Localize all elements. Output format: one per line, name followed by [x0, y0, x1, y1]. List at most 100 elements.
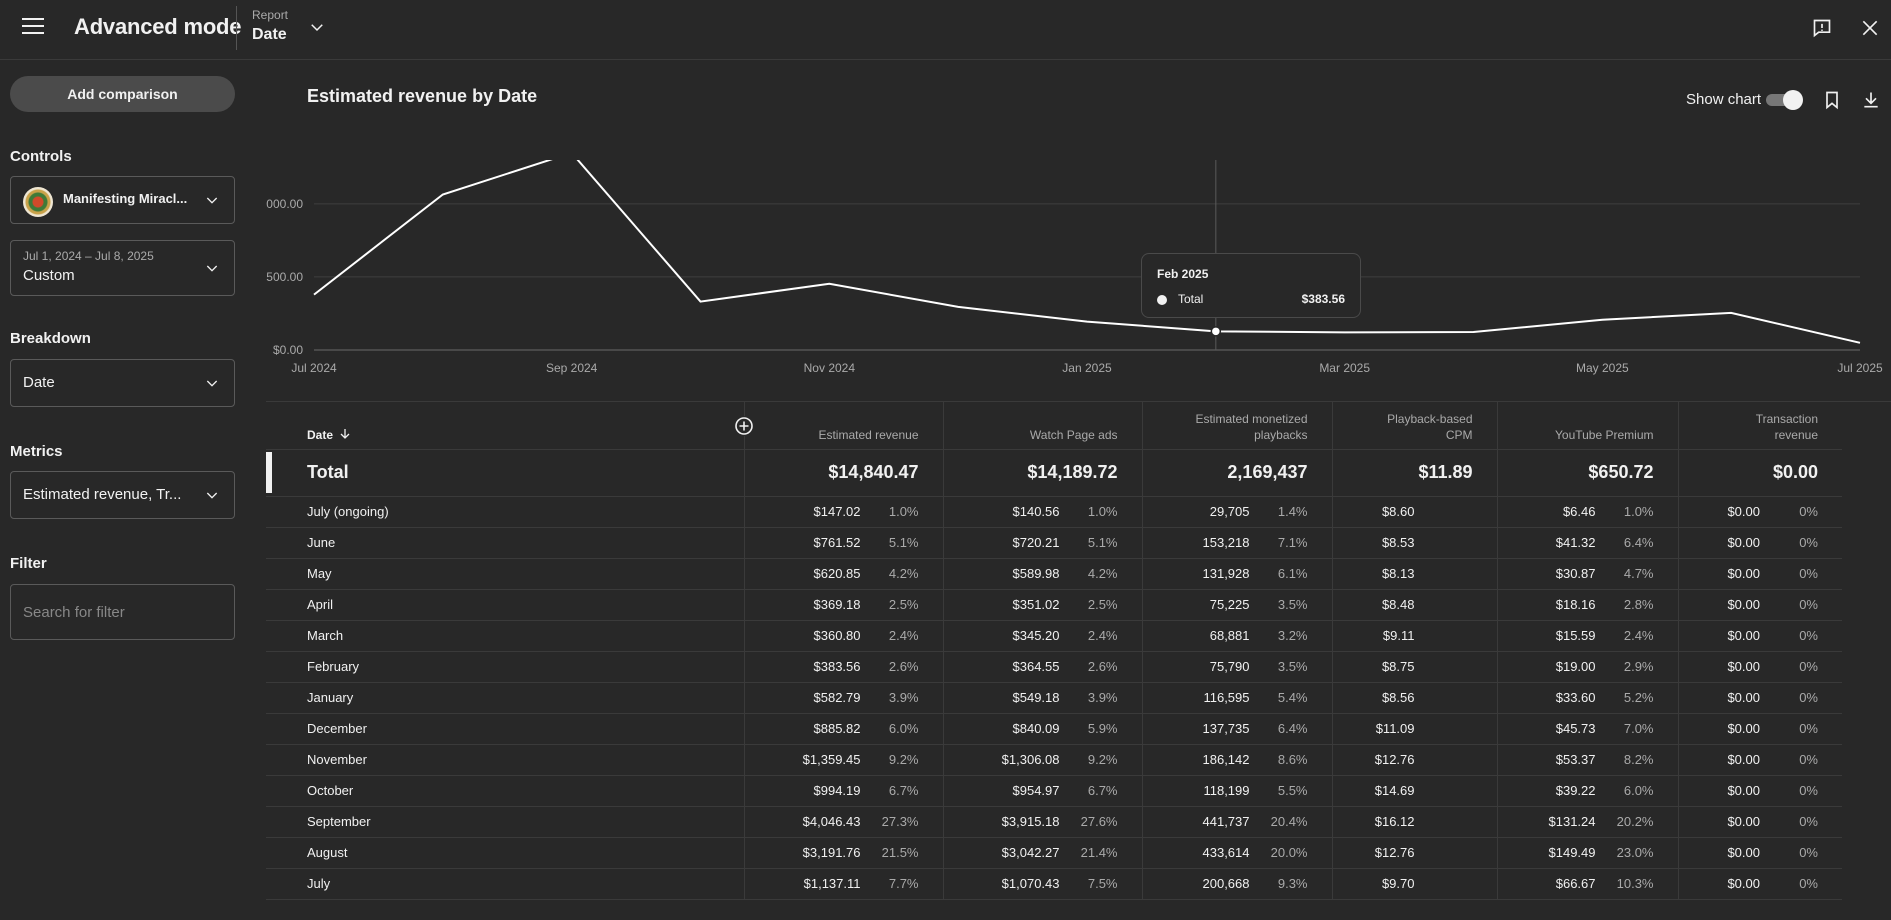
table-row[interactable]: February $383.56 2.6% $364.55 2.6% 75,790 3.5%… — [266, 651, 1842, 683]
cell-value: $589.98 — [1012, 566, 1060, 581]
download-icon[interactable] — [1861, 90, 1881, 110]
chevron-down-icon — [206, 197, 218, 204]
table-row[interactable]: June $761.52 5.1% $720.21 5.1% 153,218 7.1% $8.… — [266, 527, 1842, 559]
date-column-header[interactable]: Date — [266, 402, 754, 449]
cell-value: $33.60 — [1555, 690, 1596, 705]
column-header-playback-cpm[interactable]: Playback-based CPM — [1331, 402, 1497, 449]
cell-estimated-revenue: $582.79 3.9% — [743, 682, 943, 714]
filter-search-box[interactable] — [10, 584, 235, 640]
bookmark-icon[interactable] — [1822, 90, 1842, 110]
column-header-transaction-revenue[interactable]: Transaction revenue — [1677, 402, 1842, 449]
cell-percentage: 2.4% — [1623, 628, 1654, 643]
page-title: Advanced mode — [74, 14, 242, 39]
cell-percentage: 6.4% — [1277, 721, 1308, 736]
column-header-monetized-playbacks[interactable]: Estimated monetized playbacks — [1141, 402, 1332, 449]
cell-youtube-premium: $53.37 8.2% — [1496, 744, 1678, 776]
table-row[interactable]: October $994.19 6.7% $954.97 6.7% 118,199 5.5%… — [266, 775, 1842, 807]
table-row[interactable]: July $1,137.11 7.7% $1,070.43 7.5% 200,668 9.3… — [266, 868, 1842, 900]
add-column-icon[interactable] — [733, 416, 754, 436]
column-header-estimated-revenue[interactable]: Estimated revenue — [743, 402, 943, 449]
cell-value: $8.60 — [1381, 504, 1415, 519]
cell-percentage: 0% — [1799, 628, 1818, 643]
cell-value: $8.48 — [1381, 597, 1415, 612]
cell-transaction-revenue: $0.00 0% — [1677, 868, 1842, 900]
cell-percentage: 2.8% — [1623, 597, 1654, 612]
cell-value: $351.02 — [1012, 597, 1060, 612]
date-range-text: Jul 1, 2024 – Jul 8, 2025 — [23, 249, 154, 263]
breakdown-selector[interactable]: Date — [10, 359, 235, 407]
cell-watch-page-ads: $840.09 5.9% — [942, 713, 1142, 745]
channel-selector[interactable]: Manifesting Miracl... — [10, 176, 235, 224]
chevron-down-icon[interactable] — [308, 18, 326, 36]
close-icon[interactable] — [1860, 18, 1880, 38]
column-header-watch-page-ads[interactable]: Watch Page ads — [942, 402, 1142, 449]
table-row[interactable]: March $360.80 2.4% $345.20 2.4% 68,881 3.2% $9.… — [266, 620, 1842, 652]
cell-value: $885.82 — [813, 721, 861, 736]
cell-percentage: 20.2% — [1616, 814, 1654, 829]
cell-percentage: 6.1% — [1277, 566, 1308, 581]
row-date-cell: December — [266, 713, 744, 745]
table-row[interactable]: July (ongoing) $147.02 1.0% $140.56 1.0% 29,7… — [266, 496, 1842, 528]
chart-title: Estimated revenue by Date — [307, 86, 538, 106]
menu-icon[interactable] — [22, 18, 44, 36]
cell-percentage: 6.7% — [1087, 783, 1118, 798]
cell-value: $66.67 — [1555, 876, 1596, 891]
cell-value: $18.16 — [1555, 597, 1596, 612]
metrics-selector[interactable]: Estimated revenue, Tr... — [10, 471, 235, 519]
cell-value: $345.20 — [1012, 628, 1060, 643]
sort-down-arrow-icon[interactable] — [339, 428, 351, 440]
table-row[interactable]: May $620.85 4.2% $589.98 4.2% 131,928 6.1% $8.1… — [266, 558, 1842, 590]
cell-value: $4,046.43 — [802, 814, 861, 829]
cell-percentage: 21.4% — [1080, 845, 1118, 860]
total-watch-page-ads: $14,189.72 — [942, 448, 1142, 497]
cell-value: $8.53 — [1381, 535, 1415, 550]
total-estimated-revenue: $14,840.47 — [743, 448, 943, 497]
report-selector-value[interactable]: Date — [252, 26, 287, 43]
feedback-icon[interactable] — [1812, 18, 1832, 38]
cell-percentage: 27.3% — [881, 814, 919, 829]
cell-percentage: 3.5% — [1277, 597, 1308, 612]
cell-playback-cpm: $8.13 — [1331, 558, 1497, 590]
cell-value: $0.00 — [1727, 597, 1760, 612]
y-tick-label: $3,000.00 — [266, 197, 303, 211]
cell-percentage: 5.5% — [1277, 783, 1308, 798]
table-row[interactable]: September $4,046.43 27.3% $3,915.18 27.6% 441… — [266, 806, 1842, 838]
cell-transaction-revenue: $0.00 0% — [1677, 496, 1842, 528]
cell-value: $720.21 — [1012, 535, 1060, 550]
cell-value: $360.80 — [813, 628, 861, 643]
table-row[interactable]: August $3,191.76 21.5% $3,042.27 21.4% 433,61… — [266, 837, 1842, 869]
column-header-youtube-premium[interactable]: YouTube Premium — [1496, 402, 1678, 449]
date-range-selector[interactable]: Jul 1, 2024 – Jul 8, 2025 Custom — [10, 240, 235, 296]
cell-percentage: 0% — [1799, 845, 1818, 860]
cell-percentage: 5.2% — [1623, 690, 1654, 705]
cell-playback-cpm: $11.09 — [1331, 713, 1497, 745]
row-date-cell: September — [266, 806, 744, 838]
cell-value: $16.12 — [1374, 814, 1415, 829]
cell-watch-page-ads: $720.21 5.1% — [942, 527, 1142, 559]
cell-estimated-revenue: $147.02 1.0% — [743, 496, 943, 528]
filter-search-input[interactable] — [23, 585, 223, 639]
x-tick-label: Jul 2024 — [291, 361, 337, 375]
cell-value: $12.76 — [1374, 752, 1415, 767]
table-row[interactable]: December $885.82 6.0% $840.09 5.9% 137,735 6.4… — [266, 713, 1842, 745]
cell-value: 186,142 — [1202, 752, 1250, 767]
add-comparison-button[interactable]: Add comparison — [10, 76, 235, 112]
table-row[interactable]: November $1,359.45 9.2% $1,306.08 9.2% 186,14… — [266, 744, 1842, 776]
cell-percentage: 3.9% — [1087, 690, 1118, 705]
cell-value: $147.02 — [813, 504, 861, 519]
cell-percentage: 20.4% — [1270, 814, 1308, 829]
cell-estimated-revenue: $3,191.76 21.5% — [743, 837, 943, 869]
cell-value: $30.87 — [1555, 566, 1596, 581]
cell-value: $0.00 — [1727, 659, 1760, 674]
table-row[interactable]: January $582.79 3.9% $549.18 3.9% 116,595 5.4%… — [266, 682, 1842, 714]
table-row[interactable]: April $369.18 2.5% $351.02 2.5% 75,225 3.5% $8.… — [266, 589, 1842, 621]
cell-percentage: 7.5% — [1087, 876, 1118, 891]
cell-youtube-premium: $131.24 20.2% — [1496, 806, 1678, 838]
row-date-cell: March — [266, 620, 744, 652]
cell-monetized-playbacks: 441,737 20.4% — [1141, 806, 1332, 838]
cell-value: $0.00 — [1727, 535, 1760, 550]
show-chart-toggle[interactable] — [1766, 90, 1804, 110]
cell-watch-page-ads: $345.20 2.4% — [942, 620, 1142, 652]
cell-percentage: 1.4% — [1277, 504, 1308, 519]
cell-transaction-revenue: $0.00 0% — [1677, 806, 1842, 838]
